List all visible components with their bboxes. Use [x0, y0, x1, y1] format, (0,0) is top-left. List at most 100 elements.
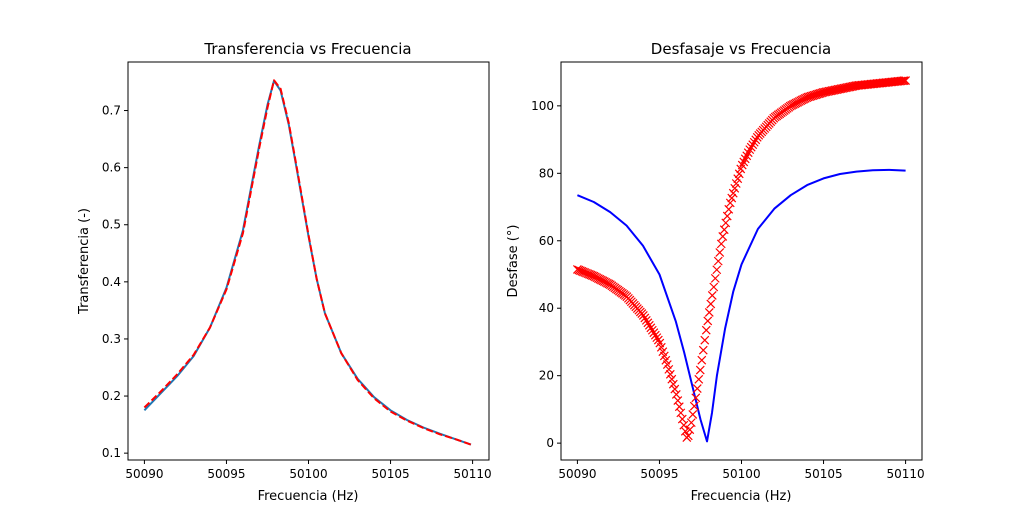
series-2-marker	[652, 333, 662, 343]
series-2-marker	[707, 291, 717, 300]
series-2-marker	[581, 268, 591, 278]
y-tick-label: 20	[539, 369, 554, 383]
series-2-marker	[689, 401, 699, 411]
x-tick-label: 50110	[453, 467, 491, 481]
series-2-marker	[646, 323, 656, 333]
series-2-marker	[662, 360, 672, 370]
series-2-marker	[653, 335, 663, 345]
y-tick-label: 0.3	[102, 332, 121, 346]
series-2-marker	[577, 266, 587, 276]
series-2-marker	[701, 325, 711, 335]
series-2-marker	[694, 374, 704, 384]
series-2-marker	[667, 374, 677, 384]
series-2-marker	[686, 418, 696, 428]
series-2-marker	[664, 364, 674, 374]
x-tick-label: 50100	[722, 467, 760, 481]
series-2-marker	[647, 325, 657, 335]
series-2-marker	[721, 218, 731, 228]
y-tick-label: 60	[539, 234, 554, 248]
series-2-markers	[572, 76, 911, 442]
series-2-marker	[731, 179, 741, 188]
tick-layer: 50090 50095 50100 50105 50110 0.1 0.2 0.3 0.4 0.5…	[102, 104, 492, 481]
x-tick-label: 50095	[207, 467, 245, 481]
series-2-marker	[719, 225, 729, 235]
series-2-marker	[746, 142, 756, 152]
series-2-marker	[586, 270, 596, 280]
x-tick-label: 50095	[640, 467, 678, 481]
tick-layer: 50090 50095 50100 50105 50110 0 20 40 60 80 100	[531, 99, 925, 481]
x-tick-label: 50105	[371, 467, 409, 481]
series-layer	[143, 79, 472, 446]
series-2-marker	[706, 299, 716, 309]
series-2-marker	[697, 355, 707, 365]
y-tick-label: 0	[546, 436, 554, 450]
series-2-marker	[665, 369, 675, 379]
series-2-marker	[698, 345, 708, 355]
series-2-marker	[583, 269, 593, 279]
series-2-marker	[748, 140, 758, 150]
series-2-marker	[691, 393, 701, 403]
y-tick-label: 0.6	[102, 161, 121, 175]
series-2-marker	[712, 265, 722, 275]
y-tick-label: 0.5	[102, 218, 121, 232]
plot-transferencia: Transferencia vs Frecuencia 50090 50095 50…	[77, 40, 492, 504]
series-2-marker	[728, 188, 738, 198]
series-2-marker	[700, 335, 710, 345]
x-tick-label: 50090	[125, 467, 163, 481]
series-2-marker	[650, 330, 660, 340]
series-2-marker	[668, 379, 678, 389]
series-2-marker	[644, 320, 654, 330]
series-2-marker	[733, 174, 743, 184]
series-2-line	[143, 79, 472, 446]
y-tick-label: 100	[531, 99, 554, 113]
series-2-marker	[575, 266, 585, 276]
series-2-marker	[641, 315, 651, 325]
series-2-marker	[899, 76, 909, 86]
x-axis-label: Frecuencia (Hz)	[258, 489, 359, 504]
series-2-marker	[730, 183, 740, 193]
series-2-marker	[716, 239, 726, 249]
series-2-marker	[898, 76, 908, 86]
y-tick-label: 0.7	[102, 104, 121, 118]
series-2-marker	[751, 135, 761, 145]
series-2-marker	[643, 318, 653, 328]
y-tick-label: 0.4	[102, 275, 121, 289]
plot-frame	[560, 61, 923, 461]
series-2-marker	[580, 268, 590, 277]
plot-frame	[127, 61, 490, 461]
series-2-marker	[572, 265, 582, 274]
series-2-marker	[670, 384, 680, 394]
series-2-marker	[725, 198, 735, 208]
series-2-marker	[692, 384, 702, 393]
series-1-line	[577, 168, 906, 443]
y-axis-label: Transferencia (-)	[77, 208, 92, 315]
x-tick-label: 50100	[289, 467, 327, 481]
x-axis-label: Frecuencia (Hz)	[691, 489, 792, 504]
series-2-marker	[578, 267, 588, 277]
series-2-marker	[587, 271, 597, 281]
series-2-marker	[688, 409, 698, 419]
series-2-marker	[709, 282, 719, 292]
x-tick-label: 50105	[804, 467, 842, 481]
series-2-marker	[718, 232, 728, 241]
y-tick-label: 0.2	[102, 389, 121, 403]
y-tick-label: 80	[539, 166, 554, 180]
y-tick-label: 0.1	[102, 446, 121, 460]
series-2-marker	[703, 316, 713, 326]
y-tick-label: 40	[539, 301, 554, 315]
series-2-marker	[715, 248, 725, 257]
series-2-marker	[749, 137, 759, 147]
series-2-marker	[704, 307, 714, 317]
x-tick-label: 50110	[886, 467, 924, 481]
series-2-marker	[584, 269, 594, 279]
series-2-marker	[722, 211, 732, 221]
series-2-marker	[745, 145, 755, 155]
series-2-marker	[638, 311, 648, 320]
series-2-marker	[901, 76, 911, 85]
plot-desfasaje: Desfasaje vs Frecuencia 50090 50095 50100 5…	[506, 40, 925, 504]
plot-title: Transferencia vs Frecuencia	[203, 40, 411, 58]
series-2-marker	[713, 256, 723, 266]
series-2-marker	[640, 313, 650, 323]
series-2-marker	[685, 425, 695, 435]
